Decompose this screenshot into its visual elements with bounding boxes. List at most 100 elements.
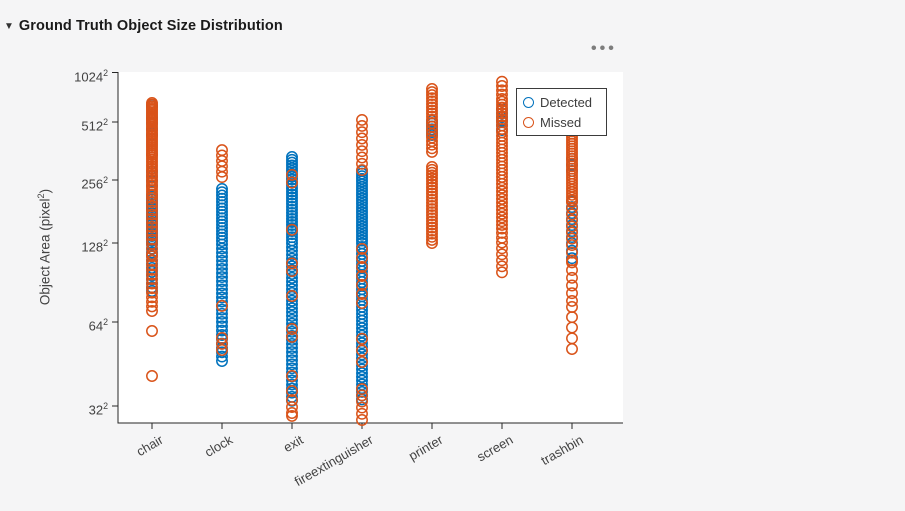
- scatter-marker: [496, 84, 508, 97]
- scatter-marker: [216, 246, 228, 259]
- scatter-marker: [286, 317, 298, 330]
- scatter-marker: [286, 203, 298, 216]
- scatter-marker: [566, 287, 578, 300]
- scatter-marker: [426, 142, 438, 155]
- scatter-marker: [286, 173, 298, 186]
- scatter-marker: [566, 321, 578, 334]
- scatter-marker: [356, 242, 368, 255]
- scatter-marker: [356, 348, 368, 361]
- scatter-marker: [356, 407, 368, 420]
- scatter-marker: [216, 344, 228, 356]
- scatter-marker: [286, 346, 298, 359]
- scatter-marker: [286, 237, 298, 250]
- scatter-marker: [286, 378, 298, 391]
- scatter-marker: [146, 204, 158, 217]
- scatter-marker: [496, 248, 508, 261]
- scatter-marker: [426, 237, 438, 249]
- scatter-marker: [286, 370, 298, 382]
- scatter-marker: [216, 171, 228, 184]
- scatter-marker: [286, 241, 298, 254]
- scatter-marker: [496, 80, 508, 92]
- scatter-marker: [286, 362, 298, 375]
- scatter-marker: [286, 265, 298, 278]
- scatter-marker: [356, 329, 368, 342]
- scatter-marker: [146, 325, 158, 337]
- scatter-marker: [356, 374, 368, 387]
- scatter-marker: [286, 185, 298, 198]
- scatter-marker: [566, 232, 578, 245]
- collapse-triangle-icon[interactable]: ▼: [4, 21, 14, 32]
- scatter-marker: [496, 218, 508, 231]
- scatter-marker: [286, 168, 298, 181]
- scatter-marker: [216, 307, 228, 320]
- scatter-marker: [216, 165, 228, 178]
- scatter-marker: [496, 174, 508, 187]
- y-axis-label-text: Object Area (pixel: [37, 198, 53, 306]
- scatter-marker: [216, 324, 228, 337]
- scatter-marker: [566, 332, 578, 345]
- scatter-marker: [286, 350, 298, 363]
- scatter-marker: [146, 216, 158, 229]
- scatter-marker: [496, 266, 508, 279]
- scatter-marker: [216, 287, 228, 300]
- scatter-marker: [286, 188, 298, 201]
- scatter-marker: [426, 163, 438, 176]
- scatter-marker: [356, 414, 368, 426]
- scatter-marker: [146, 212, 158, 225]
- scatter-marker: [496, 181, 508, 194]
- scatter-marker: [426, 83, 438, 95]
- scatter-marker: [426, 181, 438, 194]
- scatter-marker: [146, 273, 158, 285]
- overflow-menu-icon[interactable]: •••: [591, 40, 617, 57]
- scatter-marker: [286, 298, 298, 311]
- scatter-marker: [286, 394, 298, 407]
- scatter-marker: [146, 229, 158, 242]
- scatter-marker: [566, 196, 578, 209]
- scatter-marker: [566, 311, 578, 324]
- scatter-marker: [356, 326, 368, 338]
- scatter-marker: [426, 107, 438, 120]
- scatter-marker: [356, 288, 368, 300]
- scatter-marker: [216, 275, 228, 288]
- scatter-marker: [286, 194, 298, 207]
- scatter-marker: [286, 302, 298, 315]
- scatter-marker: [566, 208, 578, 221]
- scatter-marker: [286, 191, 298, 204]
- scatter-marker: [356, 119, 368, 132]
- scatter-marker: [426, 227, 438, 240]
- scatter-marker: [356, 157, 368, 170]
- scatter-marker: [216, 320, 228, 333]
- scatter-marker: [426, 95, 438, 108]
- scatter-marker: [146, 300, 158, 313]
- scatter-marker: [566, 202, 578, 215]
- scatter-marker: [356, 138, 368, 151]
- scatter-marker: [356, 395, 368, 408]
- scatter-marker: [356, 367, 368, 380]
- scatter-marker: [286, 245, 298, 257]
- scatter-marker: [496, 107, 508, 120]
- scatter-marker: [146, 221, 158, 233]
- scatter-marker: [146, 254, 158, 267]
- scatter-marker: [286, 228, 298, 241]
- y-tick-label: 322: [88, 401, 108, 418]
- scatter-marker: [216, 279, 228, 292]
- scatter-marker: [146, 243, 158, 255]
- scatter-marker: [216, 350, 228, 363]
- scatter-marker: [566, 294, 578, 307]
- scatter-marker: [426, 178, 438, 191]
- scatter-marker: [146, 225, 158, 238]
- scatter-marker: [286, 252, 298, 265]
- scatter-marker: [216, 332, 228, 344]
- scatter-marker: [216, 263, 228, 275]
- scatter-marker: [496, 254, 508, 267]
- scatter-marker: [426, 212, 438, 225]
- scatter-marker: [426, 101, 438, 114]
- scatter-marker: [356, 126, 368, 139]
- scatter-marker: [216, 267, 228, 280]
- scatter-marker: [146, 282, 158, 295]
- scatter-marker: [286, 216, 298, 228]
- scatter-marker: [286, 283, 298, 296]
- scatter-marker: [426, 233, 438, 246]
- scatter-marker: [566, 279, 578, 292]
- scatter-marker: [146, 192, 158, 204]
